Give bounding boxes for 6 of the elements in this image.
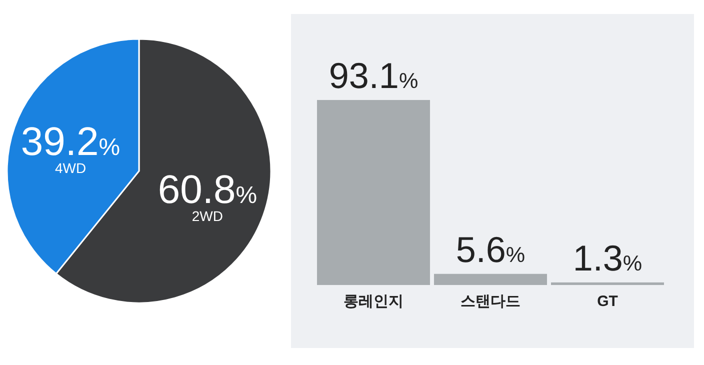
data-label: 93.1% [328, 55, 418, 96]
x-tick-label: GT [597, 293, 618, 310]
x-tick-label: 롱레인지 [344, 293, 404, 310]
data-label: 5.6% [456, 228, 526, 270]
x-tick-label: 스탠다드 [460, 293, 520, 310]
data-label: 1.3% [572, 237, 642, 278]
